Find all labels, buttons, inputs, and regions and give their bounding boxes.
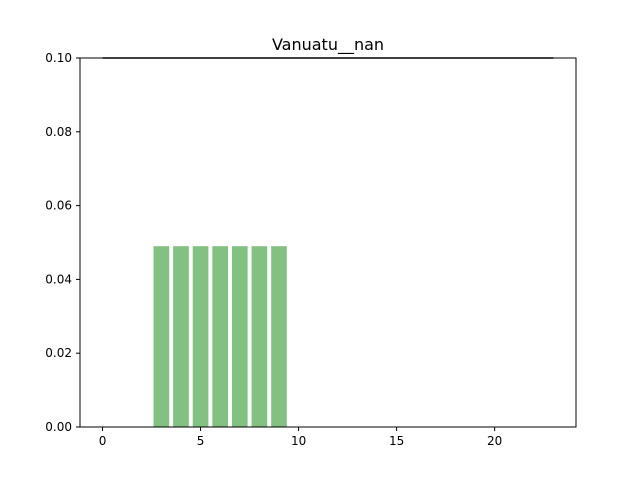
x-tick-label: 10 <box>291 434 306 448</box>
x-tick-label: 15 <box>389 434 404 448</box>
y-tick-label: 0.02 <box>45 346 72 360</box>
y-tick-label: 0.06 <box>45 199 72 213</box>
y-tick-label: 0.08 <box>45 125 72 139</box>
plot-frame <box>79 57 577 428</box>
bar <box>192 246 209 427</box>
bar <box>212 246 229 427</box>
bar <box>231 246 248 427</box>
y-tick-label: 0.10 <box>45 51 72 65</box>
bar <box>153 246 170 427</box>
y-tick-label: 0.00 <box>45 420 72 434</box>
x-tick-label: 5 <box>197 434 205 448</box>
bar <box>271 246 287 427</box>
bar <box>173 246 189 427</box>
x-tick-label: 20 <box>487 434 502 448</box>
y-axis: 0.00 0.02 0.04 0.06 0.08 0.10 <box>45 51 80 434</box>
chart-title: Vanuatu__nan <box>272 35 384 55</box>
x-tick-label: 0 <box>99 434 107 448</box>
bars-group <box>153 246 287 427</box>
y-tick-label: 0.04 <box>45 272 72 286</box>
x-axis: 0 5 10 15 20 <box>99 427 502 448</box>
bar <box>251 246 268 427</box>
